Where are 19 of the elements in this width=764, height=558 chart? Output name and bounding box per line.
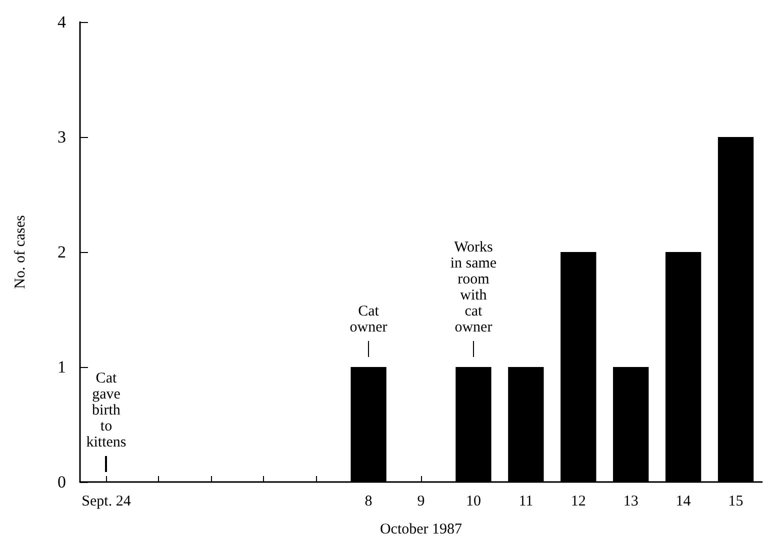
- x-tick-label: 15: [728, 494, 744, 510]
- x-tick-label: 11: [518, 494, 534, 510]
- annotation: Cat owner: [350, 304, 388, 336]
- x-tick-label: 8: [364, 494, 372, 510]
- y-tick-label: 2: [58, 242, 66, 262]
- x-axis-title: October 1987: [380, 522, 463, 538]
- y-tick-label: 1: [58, 358, 66, 376]
- y-tick-label: 3: [58, 128, 66, 146]
- annotation: Works in same room with cat owner: [450, 240, 497, 336]
- x-tick-label: 12: [570, 494, 586, 510]
- x-tick-label: 14: [676, 494, 692, 510]
- y-tick-label: 0: [58, 472, 66, 492]
- x-tick-label: 9: [417, 494, 425, 510]
- annotation: Cat gave birth to kittens: [86, 370, 126, 450]
- x-tick-label: 13: [623, 494, 638, 510]
- x-tick-label: Sept. 24: [82, 494, 132, 510]
- y-axis-title: No. of cases: [12, 214, 28, 289]
- x-tick-label: 10: [466, 494, 481, 510]
- y-tick-label: 4: [58, 12, 66, 32]
